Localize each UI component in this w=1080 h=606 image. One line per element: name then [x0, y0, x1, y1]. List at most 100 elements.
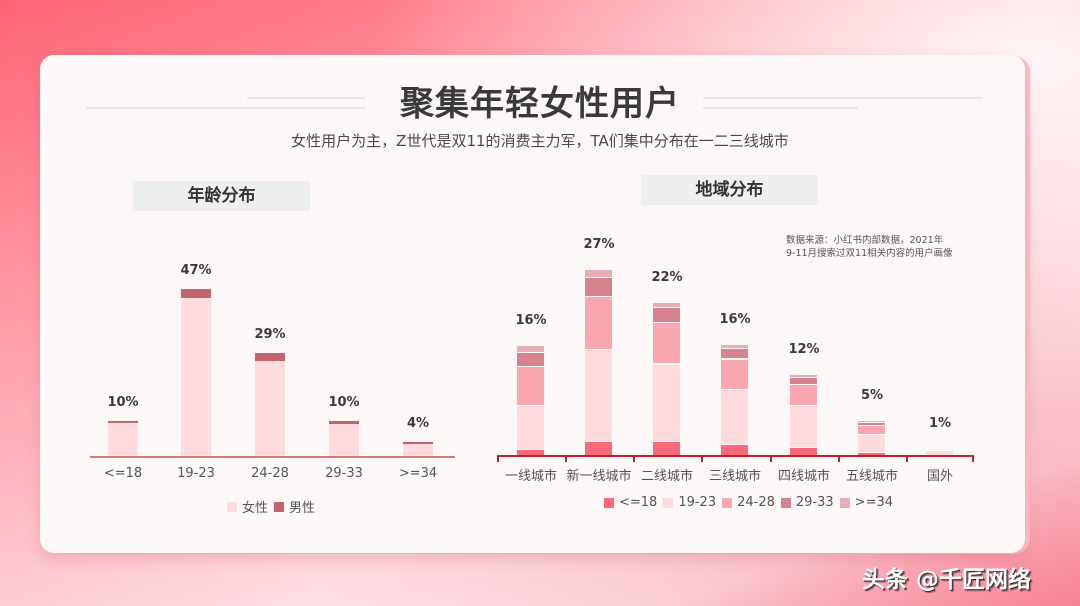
region-bar-segment [653, 322, 680, 364]
age-value-label: 10% [328, 395, 360, 411]
region-bar-segment [517, 344, 544, 353]
legend-swatch [604, 497, 614, 508]
legend-swatch-male [274, 501, 285, 512]
region-bar-segment [653, 302, 680, 308]
axis-tick [633, 455, 635, 462]
region-bar-segment [585, 295, 612, 350]
legend-label: 24-28 [737, 495, 775, 510]
region-bar-segment [790, 374, 817, 378]
source-line-2: 9-11月搜索过双11相关内容的用户画像 [786, 248, 953, 259]
age-value-label: 10% [107, 395, 139, 411]
legend-swatch [780, 497, 791, 508]
legend-swatch [839, 497, 850, 508]
region-bar-segment [790, 377, 817, 384]
region-bar-segment [721, 388, 748, 445]
legend-item-19-23: 19-23 [663, 495, 716, 510]
region-value-label: 1% [928, 415, 952, 431]
region-value-label: 16% [719, 312, 751, 328]
region-category-label: 二线城市 [640, 469, 693, 484]
axis-tick [906, 455, 908, 462]
axis-tick [770, 455, 772, 462]
region-bar-segment [653, 307, 680, 323]
region-bar-segment [585, 349, 612, 442]
age-x-axis [90, 456, 455, 458]
age-value-label: 47% [180, 263, 212, 278]
region-bar-segment [790, 383, 817, 405]
source-line-1: 数据来源：小红书内部数据，2021年 [786, 235, 944, 246]
data-source-note: 数据来源：小红书内部数据，2021年 9-11月搜索过双11相关内容的用户画像 [786, 234, 986, 260]
region-bar-segment [858, 419, 885, 423]
legend-swatch [722, 497, 733, 508]
region-value-label: 16% [515, 312, 547, 328]
legend-label: >=34 [854, 495, 893, 510]
region-bar-segment [517, 404, 544, 450]
watermark: 头条 @千匠网络 [862, 567, 1032, 593]
region-section-title: 地域分布 [641, 175, 818, 205]
page-subtitle: 女性用户为主，Z世代是双11的消费主力军，TA们集中分布在一二三线城市 [291, 132, 789, 150]
legend-item-le18: <=18 [604, 495, 657, 510]
legend-item-24-28: 24-28 [722, 495, 775, 510]
age-bar-segment-female [255, 361, 285, 457]
age-category-label: 19-23 [177, 466, 215, 481]
legend-label: <=18 [619, 495, 658, 510]
legend-label: 男性 [289, 501, 316, 516]
decor-line [86, 107, 365, 109]
region-legend: <=18 19-23 24-28 29-33 >=34 [604, 495, 899, 510]
decor-line [703, 107, 858, 109]
region-bar-segment [790, 447, 817, 455]
decor-line [703, 97, 982, 99]
legend-item-29-33: 29-33 [780, 495, 834, 510]
region-value-label: 22% [651, 270, 683, 286]
page-title: 聚集年轻女性用户 [400, 84, 680, 124]
age-category-label: <=18 [103, 466, 143, 481]
age-bar-segment-male [255, 353, 285, 362]
region-category-label: 三线城市 [708, 469, 761, 484]
region-value-label: 12% [788, 342, 820, 358]
region-value-label: 5% [860, 387, 884, 403]
axis-tick [838, 455, 840, 462]
region-bar-segment [858, 422, 885, 425]
age-category-label: 29-33 [325, 466, 363, 481]
region-bar-segment [653, 363, 680, 442]
axis-tick [565, 455, 567, 462]
region-bar-segment [517, 352, 544, 367]
legend-item-ge34: >=34 [839, 495, 893, 510]
region-bar-segment [721, 347, 748, 359]
region-category-label: 五线城市 [845, 469, 898, 484]
legend-swatch-female [227, 501, 237, 512]
region-bar-segment [517, 449, 544, 455]
region-category-label: 一线城市 [504, 469, 557, 484]
region-bar-segment [721, 358, 748, 389]
legend-swatch [663, 497, 674, 508]
legend-item-female: 女性 [227, 497, 268, 516]
age-bar-segment-male [403, 442, 433, 445]
region-bar-segment [721, 444, 748, 455]
region-bar-segment [653, 441, 680, 455]
region-bar-segment [585, 269, 612, 277]
axis-tick [497, 455, 499, 462]
age-value-label: 29% [254, 327, 286, 343]
region-value-label: 27% [583, 237, 615, 253]
age-bar-segment-female [108, 423, 138, 457]
region-bar-segment [926, 449, 953, 455]
legend-label: 19-23 [678, 495, 717, 510]
region-category-label: 四线城市 [777, 469, 830, 484]
age-category-label: >=34 [398, 466, 438, 481]
region-bar-segment [858, 452, 885, 455]
region-category-label: 新一线城市 [566, 469, 632, 484]
region-category-label: 国外 [926, 469, 953, 484]
region-bar-segment [790, 404, 817, 448]
region-bar-segment [858, 434, 885, 453]
age-bar-segment-male [108, 421, 138, 424]
age-bar-segment-male [181, 289, 211, 299]
axis-tick [701, 455, 703, 462]
legend-item-male: 男性 [274, 497, 315, 516]
legend-label: 29-33 [795, 495, 834, 510]
age-bar-segment-female [181, 298, 211, 457]
age-legend: 女性 男性 [227, 497, 321, 516]
age-category-label: 24-28 [251, 466, 289, 481]
legend-label: 女性 [242, 501, 269, 516]
region-bar-segment [721, 344, 748, 348]
region-bar-segment [926, 447, 953, 449]
axis-tick [972, 455, 974, 462]
